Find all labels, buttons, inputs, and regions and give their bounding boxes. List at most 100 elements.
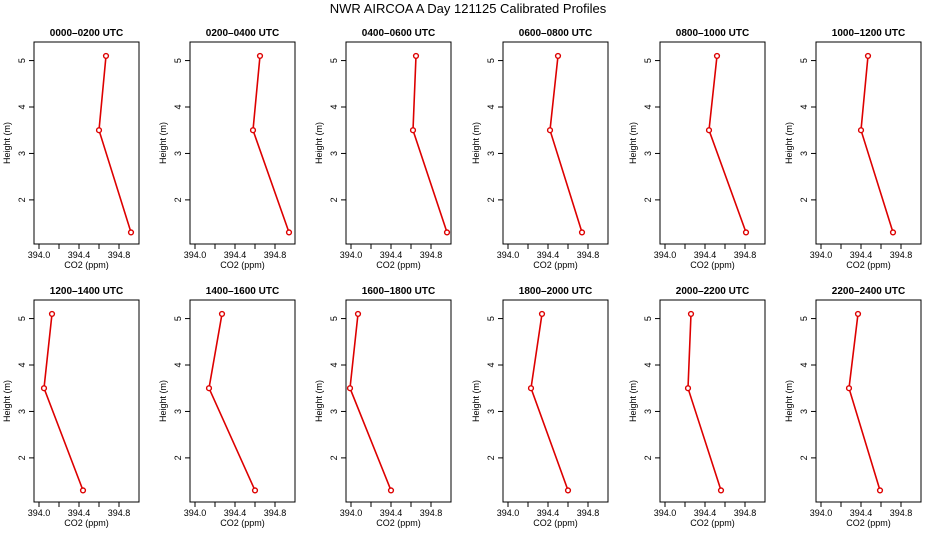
x-axis-label: CO2 (ppm) [533,260,578,270]
data-point-2-1 [285,229,293,236]
data-point-5-3 [713,52,721,60]
y-tick-label: 5 [17,316,27,321]
y-tick-label: 2 [643,455,653,460]
x-tick-label: 394.4 [68,508,91,518]
panel-title-8: 1400–1600 UTC [206,286,279,297]
y-tick-label: 4 [643,105,653,110]
data-point-9-1 [387,487,395,494]
x-tick-label: 394.0 [810,250,833,260]
y-tick-label: 5 [643,316,653,321]
profile-line-5 [708,55,747,233]
data-point-8-1 [251,487,259,494]
y-tick-label: 2 [173,197,183,202]
y-tick-label: 4 [643,363,653,368]
y-tick-label: 3 [173,409,183,414]
profile-line-1 [98,55,132,233]
plot-frame-8 [189,299,296,503]
x-tick-label: 394.0 [184,250,207,260]
x-tick-label: 394.0 [340,250,363,260]
y-axis-label: Height (m) [314,380,324,422]
data-point-10-1 [564,487,572,494]
y-tick-label: 5 [329,58,339,63]
x-tick-label: 394.4 [537,250,560,260]
x-axis-label: CO2 (ppm) [220,260,265,270]
x-tick-label: 394.4 [380,508,403,518]
x-axis-label: CO2 (ppm) [376,518,421,528]
y-tick-label: 2 [17,197,27,202]
profile-line-9 [349,313,392,491]
data-point-12-1 [876,487,884,494]
y-axis-label: Height (m) [2,380,12,422]
x-tick-label: 394.0 [497,250,520,260]
y-tick-label: 5 [486,58,496,63]
x-tick-label: 394.8 [577,508,600,518]
data-point-6-3 [864,52,872,60]
y-axis-label: Height (m) [2,122,12,164]
x-axis-label: CO2 (ppm) [690,518,735,528]
data-point-4-1 [578,229,586,236]
y-tick-label: 2 [486,455,496,460]
data-point-4-3 [554,52,562,60]
x-tick-label: 394.0 [28,250,51,260]
data-point-1-3 [102,52,110,60]
plot-frame-1 [33,41,140,245]
y-tick-label: 4 [329,105,339,110]
profile-line-3 [412,55,448,233]
y-axis-label: Height (m) [158,380,168,422]
y-tick-label: 4 [799,105,809,110]
y-tick-label: 5 [799,316,809,321]
profile-line-10 [530,313,569,491]
profile-line-6 [860,55,894,233]
x-tick-label: 394.0 [810,508,833,518]
data-point-3-2 [409,127,417,134]
x-tick-label: 394.8 [420,508,443,518]
panel-title-5: 0800–1000 UTC [676,28,749,39]
panel-title-6: 1000–1200 UTC [832,28,905,39]
profile-line-12 [848,313,881,491]
y-tick-label: 4 [486,105,496,110]
panel-title-2: 0200–0400 UTC [206,28,279,39]
x-tick-label: 394.8 [108,250,131,260]
data-point-11-2 [684,385,692,392]
y-tick-label: 2 [486,197,496,202]
panel-title-4: 0600–0800 UTC [519,28,592,39]
x-axis-label: CO2 (ppm) [220,518,265,528]
data-point-1-2 [95,127,103,134]
plot-frame-6 [815,41,922,245]
y-tick-label: 2 [799,197,809,202]
x-tick-label: 394.0 [654,250,677,260]
y-axis-label: Height (m) [314,122,324,164]
y-tick-label: 5 [643,58,653,63]
x-tick-label: 394.0 [497,508,520,518]
y-axis-label: Height (m) [784,380,794,422]
y-axis-label: Height (m) [628,380,638,422]
y-tick-label: 4 [799,363,809,368]
x-tick-label: 394.0 [28,508,51,518]
data-point-8-2 [205,385,213,392]
y-tick-label: 3 [486,409,496,414]
x-tick-label: 394.4 [380,250,403,260]
y-tick-label: 3 [799,409,809,414]
data-point-5-1 [742,229,750,236]
data-point-7-3 [48,310,56,318]
y-axis-label: Height (m) [471,122,481,164]
y-tick-label: 3 [486,151,496,156]
data-point-12-2 [845,385,853,392]
x-tick-label: 394.8 [264,508,287,518]
y-tick-label: 4 [17,105,27,110]
x-axis-label: CO2 (ppm) [846,260,891,270]
plot-frame-12 [815,299,922,503]
x-tick-label: 394.8 [577,250,600,260]
data-point-1-1 [127,229,135,236]
data-point-7-2 [40,385,48,392]
x-tick-label: 394.8 [734,508,757,518]
x-tick-label: 394.4 [850,508,873,518]
y-axis-label: Height (m) [628,122,638,164]
data-point-6-1 [889,229,897,236]
plot-frame-5 [659,41,766,245]
panel-title-11: 2000–2200 UTC [676,286,749,297]
plot-frame-10 [502,299,609,503]
x-tick-label: 394.4 [850,250,873,260]
panel-title-3: 0400–0600 UTC [362,28,435,39]
